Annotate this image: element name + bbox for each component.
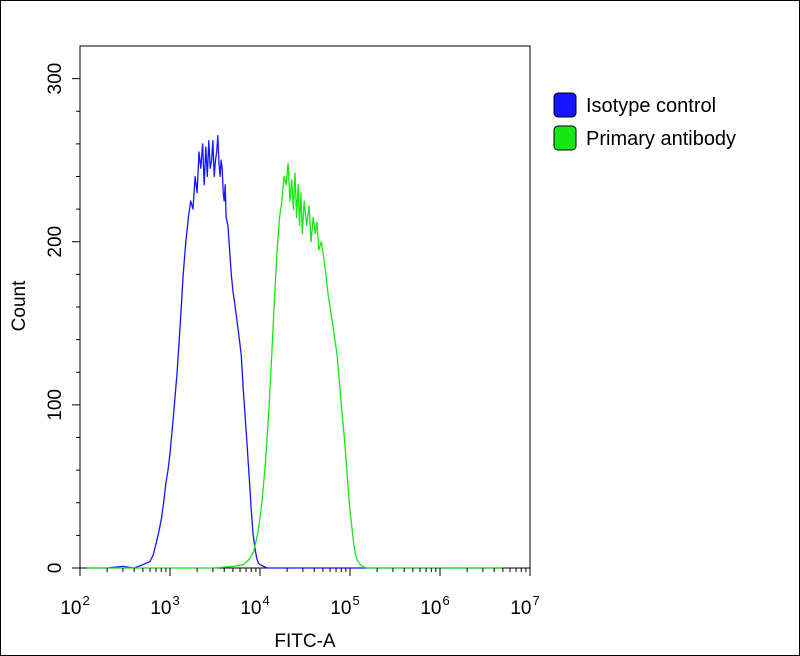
legend-swatch-2 [553,125,577,151]
legend-label-2: Primary antibody [586,128,736,150]
series-line-2 [87,162,503,569]
y-tick-label: 100 [45,389,66,421]
x-tick-label: 102 [60,593,89,619]
plot-area [79,45,531,569]
legend-label-1: Isotype control [586,95,716,117]
x-tick-label: 105 [330,593,359,619]
legend: Isotype control Primary antibody [553,92,736,151]
y-tick-label: 300 [45,63,66,95]
y-axis: 0 100 200 300 [45,63,80,574]
y-axis-label: Count [9,280,30,331]
y-tick-label: 0 [45,563,66,574]
series-layer [87,135,503,569]
y-tick-label: 200 [45,226,66,258]
legend-swatch-1 [553,92,577,118]
x-tick-label: 103 [150,593,179,619]
x-tick-label: 104 [240,593,269,619]
x-axis: 102 103 104 105 106 107 [60,568,540,619]
x-axis-label: FITC-A [274,631,336,652]
x-tick-label: 107 [510,593,539,619]
x-tick-label: 106 [420,593,449,619]
